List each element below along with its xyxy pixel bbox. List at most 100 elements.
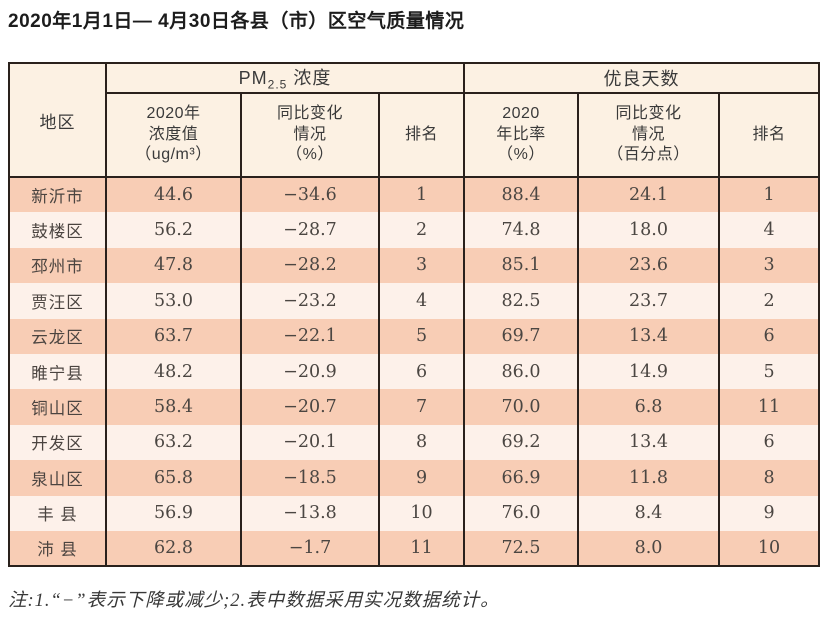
pm-change-cell: −1.7 (240, 530, 380, 567)
pm25-group-header: PM2.5 浓度 (104, 63, 466, 94)
table-row: 鼓楼区 56.2 −28.7 2 74.8 18.0 4 (8, 212, 821, 248)
table-row: 丰 县 56.9 −13.8 10 76.0 8.4 9 (8, 495, 821, 531)
pm-rank-cell: 3 (377, 247, 466, 284)
good-rate-cell: 82.5 (463, 283, 580, 319)
region-cell: 泉山区 (8, 460, 107, 496)
pm-change-cell: −20.7 (240, 389, 380, 425)
region-cell: 鼓楼区 (8, 212, 107, 248)
page-title: 2020年1月1日— 4月30日各县（市）区空气质量情况 (8, 11, 465, 32)
region-cell: 开发区 (8, 424, 107, 461)
air-quality-table: 地区 PM2.5 浓度 优良天数 2020年 浓度值 （ug/m³） 同比变化 … (8, 62, 821, 568)
header-group-row: 地区 PM2.5 浓度 优良天数 (8, 63, 821, 178)
pm-change-cell: −23.2 (240, 283, 380, 319)
pm-change-cell: −28.7 (240, 212, 380, 248)
good-rank-cell: 5 (718, 353, 821, 390)
good-rate-cell: 76.0 (463, 495, 580, 531)
header-columns-row: 2020年 浓度值 （ug/m³） 同比变化 情况 （%） 排名 2020 年比… (9, 93, 821, 178)
good-rate-cell: 88.4 (463, 177, 580, 213)
good-days-group-header: 优良天数 (463, 63, 821, 94)
pm-rank-cell: 2 (377, 212, 466, 248)
region-cell: 新沂市 (8, 177, 107, 213)
good-rank-cell: 6 (718, 424, 821, 461)
column-header-good-rate: 2020 年比率 （%） (463, 93, 580, 178)
good-change-cell: 13.4 (577, 424, 721, 461)
column-header-pm-value: 2020年 浓度值 （ug/m³） (105, 93, 242, 178)
table-row: 贾汪区 53.0 −23.2 4 82.5 23.7 2 (8, 283, 821, 319)
good-rate-cell: 69.7 (463, 318, 580, 354)
region-cell: 沛 县 (8, 530, 107, 567)
table-row: 开发区 63.2 −20.1 8 69.2 13.4 6 (8, 424, 821, 461)
table-row: 睢宁县 48.2 −20.9 6 86.0 14.9 5 (8, 353, 821, 390)
region-cell: 铜山区 (8, 389, 107, 425)
region-cell: 云龙区 (8, 318, 107, 354)
footnote: 注:1.“−”表示下降或减少;2.表中数据采用实况数据统计。 (8, 591, 500, 611)
good-rate-cell: 69.2 (463, 424, 580, 461)
pm-rank-cell: 1 (377, 177, 466, 213)
pm25-label-suffix: 浓度 (293, 68, 332, 89)
good-rank-cell: 11 (718, 389, 821, 425)
pm-rank-cell: 9 (377, 460, 466, 496)
pm-change-cell: −13.8 (240, 495, 380, 531)
pm-value-cell: 65.8 (105, 460, 242, 496)
good-rate-cell: 74.8 (463, 212, 580, 248)
pm-value-cell: 48.2 (105, 353, 242, 390)
pm-value-cell: 56.9 (105, 495, 242, 531)
good-rate-cell: 66.9 (463, 460, 580, 496)
good-rate-cell: 85.1 (463, 247, 580, 284)
pm-rank-cell: 4 (377, 283, 466, 319)
pm-value-cell: 63.7 (105, 318, 242, 354)
table-row: 泉山区 65.8 −18.5 9 66.9 11.8 8 (8, 460, 821, 496)
region-cell: 贾汪区 (8, 283, 107, 319)
pm-change-cell: −20.9 (240, 353, 380, 390)
good-rate-cell: 86.0 (463, 353, 580, 390)
pm-rank-cell: 8 (377, 424, 466, 461)
pm-rank-cell: 5 (377, 318, 466, 354)
good-rate-cell: 70.0 (463, 389, 580, 425)
good-change-cell: 14.9 (577, 353, 721, 390)
good-rank-cell: 1 (718, 177, 821, 213)
good-rank-cell: 9 (718, 495, 821, 531)
good-rank-cell: 4 (718, 212, 821, 248)
good-rank-cell: 10 (718, 530, 821, 567)
table-row: 铜山区 58.4 −20.7 7 70.0 6.8 11 (8, 389, 821, 425)
good-change-cell: 24.1 (577, 177, 721, 213)
table-row: 沛 县 62.8 −1.7 11 72.5 8.0 10 (8, 530, 821, 567)
region-cell: 睢宁县 (8, 353, 107, 390)
pm-change-cell: −20.1 (240, 424, 380, 461)
column-header-pm-rank: 排名 (377, 93, 466, 178)
pm-change-cell: −34.6 (240, 177, 380, 213)
column-header-good-change: 同比变化 情况 （百分点） (577, 93, 721, 178)
pm-rank-cell: 6 (377, 353, 466, 390)
pm-value-cell: 56.2 (105, 212, 242, 248)
table-row: 新沂市 44.6 −34.6 1 88.4 24.1 1 (8, 177, 821, 213)
pm-rank-cell: 7 (377, 389, 466, 425)
pm-value-cell: 58.4 (105, 389, 242, 425)
good-change-cell: 8.4 (577, 495, 721, 531)
good-rank-cell: 2 (718, 283, 821, 319)
pm-value-cell: 62.8 (105, 530, 242, 567)
pm-change-cell: −18.5 (240, 460, 380, 496)
good-change-cell: 6.8 (577, 389, 721, 425)
good-rank-cell: 8 (718, 460, 821, 496)
region-cell: 邳州市 (8, 247, 107, 284)
good-rank-cell: 6 (718, 318, 821, 354)
pm-rank-cell: 11 (377, 530, 466, 567)
column-header-good-rank: 排名 (718, 93, 821, 178)
pm25-label-prefix: PM (238, 68, 268, 89)
pm-rank-cell: 10 (377, 495, 466, 531)
good-change-cell: 23.6 (577, 247, 721, 284)
good-change-cell: 23.7 (577, 283, 721, 319)
pm-value-cell: 44.6 (105, 177, 242, 213)
good-change-cell: 8.0 (577, 530, 721, 567)
pm-change-cell: −28.2 (240, 247, 380, 284)
good-rank-cell: 3 (718, 247, 821, 284)
good-rate-cell: 72.5 (463, 530, 580, 567)
pm-value-cell: 53.0 (105, 283, 242, 319)
pm-value-cell: 63.2 (105, 424, 242, 461)
pm-value-cell: 47.8 (105, 247, 242, 284)
table-row: 邳州市 47.8 −28.2 3 85.1 23.6 3 (8, 247, 821, 284)
pm25-subscript: 2.5 (267, 77, 288, 92)
good-change-cell: 11.8 (577, 460, 721, 496)
pm-change-cell: −22.1 (240, 318, 380, 354)
